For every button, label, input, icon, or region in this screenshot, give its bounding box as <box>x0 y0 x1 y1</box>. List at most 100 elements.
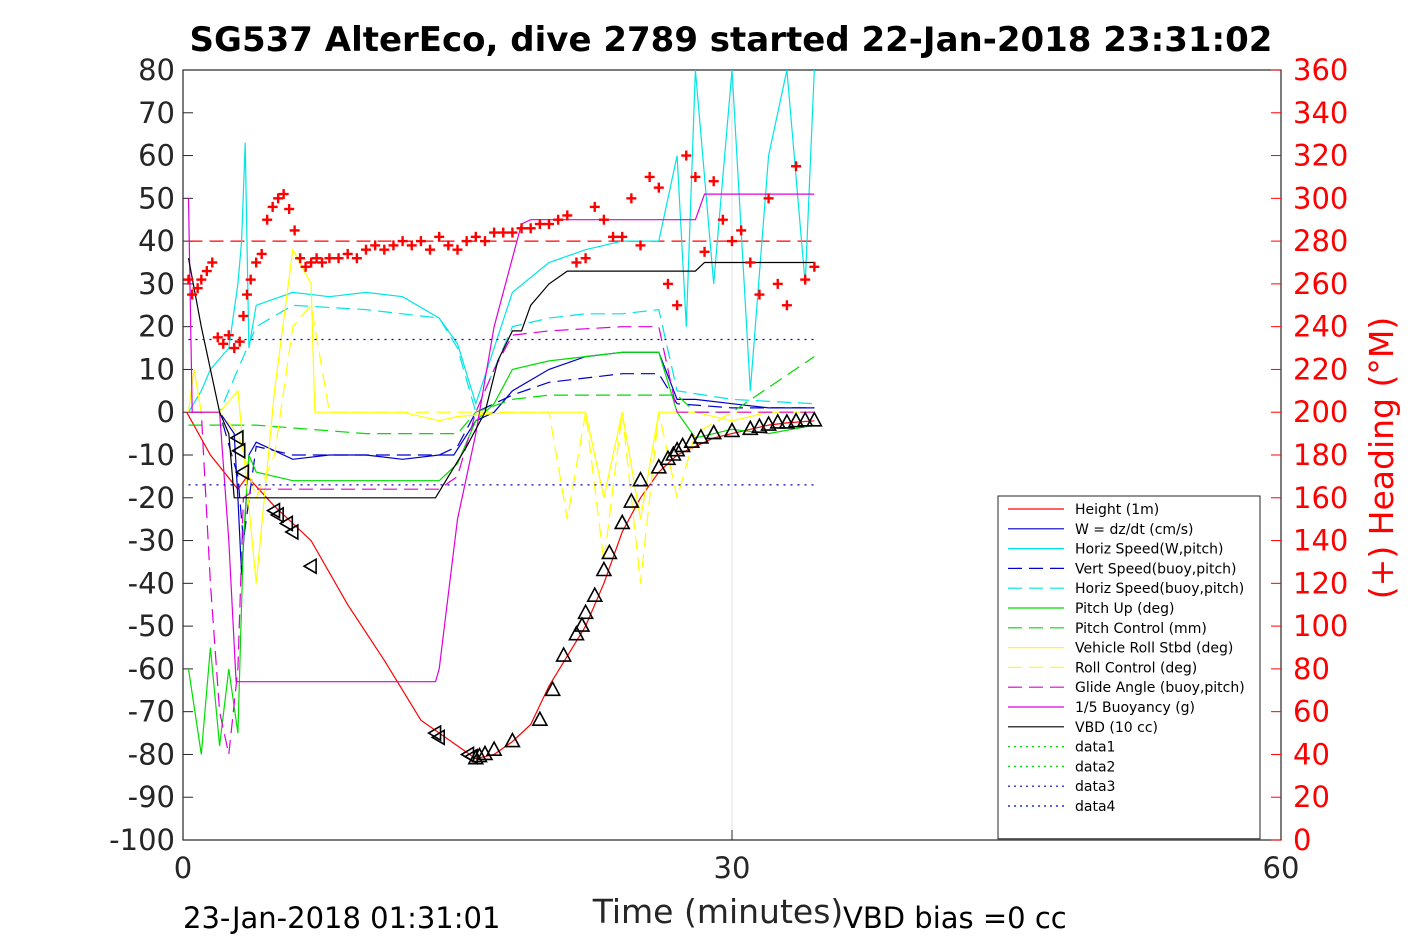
legend-label: Horiz Speed(W,pitch) <box>1075 542 1223 558</box>
heading-point <box>183 274 194 285</box>
y-tick-label: -50 <box>128 609 175 643</box>
legend-label: Height (1m) <box>1075 502 1159 518</box>
series-1-5-buoyancy-g <box>187 193 815 683</box>
heading-point <box>763 193 774 204</box>
legend-label: W = dz/dt (cm/s) <box>1075 522 1194 538</box>
y-right-tick-label: 80 <box>1293 652 1330 686</box>
heading-point <box>201 266 212 277</box>
heading-point <box>242 289 253 300</box>
footer-timestamp: 23-Jan-2018 01:31:01 <box>183 901 500 935</box>
y-tick-label: -70 <box>128 695 175 729</box>
y-tick-label: 50 <box>138 181 175 215</box>
y-right-tick-label: 340 <box>1293 96 1348 130</box>
y-right-tick-label: 280 <box>1293 224 1348 258</box>
heading-point <box>708 176 719 187</box>
heading-point <box>717 214 728 225</box>
heading-point <box>295 253 306 264</box>
heading-point <box>516 223 527 234</box>
depth-marker <box>668 441 686 457</box>
y-right-tick-label: 300 <box>1293 181 1348 215</box>
heading-point <box>361 244 371 255</box>
heading-point <box>781 300 792 311</box>
y-right-tick-label: 120 <box>1293 566 1348 600</box>
depth-marker <box>595 560 613 577</box>
heading-point <box>562 210 573 221</box>
heading-point <box>608 231 619 242</box>
depth-marker <box>601 543 618 560</box>
depth-marker <box>665 445 682 461</box>
depth-marker <box>568 624 585 641</box>
legend-entry: Vert Speed(buoy,pitch) <box>1008 561 1237 577</box>
legend-entry: data4 <box>1008 799 1116 815</box>
legend-label: data3 <box>1075 779 1115 795</box>
y-right-tick-label: 60 <box>1293 695 1330 729</box>
plot-area: 80706050403020100-10-20-30-40-50-60-70-8… <box>109 53 1348 885</box>
x-tick-label: 60 <box>1263 851 1300 885</box>
heading-point <box>745 257 756 268</box>
legend-entry: W = dz/dt (cm/s) <box>1008 522 1194 538</box>
heading-point <box>800 274 811 285</box>
legend-label: Vert Speed(buoy,pitch) <box>1075 561 1237 577</box>
depth-marker <box>302 557 317 575</box>
heading-point <box>245 274 256 285</box>
heading-point <box>672 300 683 311</box>
right-axis-label: (+) Heading (°M) <box>1362 317 1401 599</box>
legend-entry: Vehicle Roll Stbd (deg) <box>1008 641 1233 657</box>
y-tick-label: -20 <box>128 481 175 515</box>
x-tick-label: 30 <box>714 851 751 885</box>
legend-label: Pitch Up (deg) <box>1075 601 1174 617</box>
heading-point <box>791 161 802 172</box>
depth-marker <box>234 463 250 481</box>
heading-point <box>223 330 234 341</box>
heading-point <box>306 257 317 268</box>
depth-marker <box>555 646 572 662</box>
y-tick-label: -30 <box>128 524 175 558</box>
heading-point <box>397 236 408 247</box>
depth-marker <box>659 449 677 466</box>
legend-entry: VBD (10 cc) <box>1008 720 1158 736</box>
heading-point <box>251 257 262 268</box>
depth-marker <box>231 442 246 460</box>
legend-entry: Pitch Control (mm) <box>1008 621 1207 637</box>
footer-vbd-bias: VBD bias =0 cc <box>843 901 1067 935</box>
heading-point <box>653 182 664 193</box>
legend: Height (1m) W = dz/dt (cm/s) Horiz Speed(W… <box>997 495 1261 840</box>
y-tick-label: 0 <box>157 395 175 429</box>
heading-point <box>507 227 518 238</box>
legend-label: data4 <box>1075 799 1116 815</box>
depth-marker <box>531 710 549 727</box>
y-tick-label: 10 <box>138 352 175 386</box>
depth-marker <box>760 415 777 431</box>
heading-point <box>571 257 582 268</box>
y-tick-label: -90 <box>128 780 175 814</box>
y-right-tick-label: 360 <box>1293 53 1348 87</box>
depth-marker <box>269 506 284 524</box>
chart-title: SG537 AlterEco, dive 2789 started 22-Jan… <box>190 20 1273 60</box>
y-tick-label: 30 <box>138 267 175 301</box>
legend-entry: Height (1m) <box>1008 502 1159 518</box>
depth-marker <box>284 523 299 541</box>
heading-point <box>207 257 218 268</box>
depth-marker <box>278 515 294 532</box>
heading-point <box>580 253 591 264</box>
heading-point <box>681 150 692 161</box>
depth-marker <box>650 458 668 474</box>
heading-point <box>317 257 328 268</box>
heading-point <box>333 253 344 264</box>
legend-entry: Horiz Speed(buoy,pitch) <box>1008 581 1244 597</box>
heading-point <box>256 248 267 259</box>
heading-point <box>234 336 245 347</box>
legend-entry: Horiz Speed(W,pitch) <box>1008 542 1223 558</box>
legend-label: Roll Control (deg) <box>1075 660 1197 676</box>
heading-point <box>187 289 198 300</box>
heading-point <box>736 225 747 236</box>
heading-point <box>212 332 223 343</box>
heading-point <box>415 236 426 247</box>
series-glide-angle-buoy-pitch <box>188 326 815 755</box>
y-tick-label: -100 <box>109 823 175 857</box>
heading-point <box>553 214 564 225</box>
y-right-tick-label: 0 <box>1293 823 1311 857</box>
heading-point <box>534 219 545 229</box>
depth-marker <box>613 513 631 530</box>
